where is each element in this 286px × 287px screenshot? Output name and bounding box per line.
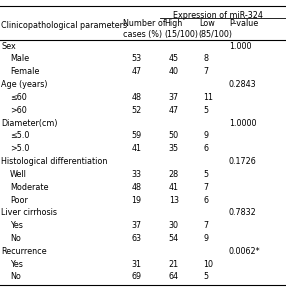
Text: 45: 45 (169, 55, 179, 63)
Text: Sex: Sex (1, 42, 16, 51)
Text: Well: Well (10, 170, 27, 179)
Text: 50: 50 (169, 131, 179, 140)
Text: 21: 21 (169, 260, 179, 269)
Text: 37: 37 (132, 221, 142, 230)
Text: 48: 48 (132, 183, 142, 192)
Text: Low
(85/100): Low (85/100) (199, 19, 233, 39)
Text: 64: 64 (169, 272, 179, 282)
Text: Clinicopathological parameters: Clinicopathological parameters (1, 21, 128, 30)
Text: Liver cirrhosis: Liver cirrhosis (1, 208, 57, 217)
Text: 40: 40 (169, 67, 179, 76)
Text: 41: 41 (132, 144, 142, 153)
Text: 9: 9 (203, 234, 208, 243)
Text: 54: 54 (169, 234, 179, 243)
Text: 31: 31 (132, 260, 142, 269)
Text: Poor: Poor (10, 195, 28, 205)
Text: 0.7832: 0.7832 (229, 208, 257, 217)
Text: 0.0062*: 0.0062* (229, 247, 261, 256)
Text: Recurrence: Recurrence (1, 247, 47, 256)
Text: 47: 47 (132, 67, 142, 76)
Text: 47: 47 (169, 106, 179, 115)
Text: 63: 63 (132, 234, 142, 243)
Text: 41: 41 (169, 183, 179, 192)
Text: 33: 33 (132, 170, 142, 179)
Text: 13: 13 (169, 195, 179, 205)
Text: 59: 59 (132, 131, 142, 140)
Text: 37: 37 (169, 93, 179, 102)
Text: 19: 19 (132, 195, 142, 205)
Text: >5.0: >5.0 (10, 144, 29, 153)
Text: No: No (10, 272, 21, 282)
Text: 10: 10 (203, 260, 213, 269)
Text: P-value: P-value (229, 19, 258, 28)
Text: Yes: Yes (10, 260, 23, 269)
Text: 69: 69 (132, 272, 142, 282)
Text: Histological differentiation: Histological differentiation (1, 157, 108, 166)
Text: 5: 5 (203, 106, 208, 115)
Text: >60: >60 (10, 106, 27, 115)
Text: Number of
cases (%): Number of cases (%) (123, 19, 166, 39)
Text: Male: Male (10, 55, 29, 63)
Text: 1.000: 1.000 (229, 42, 251, 51)
Text: 8: 8 (203, 55, 208, 63)
Text: 5: 5 (203, 272, 208, 282)
Text: 11: 11 (203, 93, 213, 102)
Text: 6: 6 (203, 195, 208, 205)
Text: 7: 7 (203, 183, 208, 192)
Text: 5: 5 (203, 170, 208, 179)
Text: No: No (10, 234, 21, 243)
Text: 0.2843: 0.2843 (229, 80, 257, 89)
Text: 48: 48 (132, 93, 142, 102)
Text: 1.0000: 1.0000 (229, 119, 256, 127)
Text: 9: 9 (203, 131, 208, 140)
Text: 52: 52 (132, 106, 142, 115)
Text: Yes: Yes (10, 221, 23, 230)
Text: 6: 6 (203, 144, 208, 153)
Text: 7: 7 (203, 221, 208, 230)
Text: 28: 28 (169, 170, 179, 179)
Text: 53: 53 (132, 55, 142, 63)
Text: Moderate: Moderate (10, 183, 49, 192)
Text: Female: Female (10, 67, 39, 76)
Text: 0.1726: 0.1726 (229, 157, 257, 166)
Text: Diameter(cm): Diameter(cm) (1, 119, 58, 127)
Text: Age (years): Age (years) (1, 80, 48, 89)
Text: Expression of miR-324: Expression of miR-324 (173, 11, 263, 20)
Text: 7: 7 (203, 67, 208, 76)
Text: ≤60: ≤60 (10, 93, 27, 102)
Text: 30: 30 (169, 221, 179, 230)
Text: ≤5.0: ≤5.0 (10, 131, 29, 140)
Text: High
(15/100): High (15/100) (164, 19, 198, 39)
Text: 35: 35 (169, 144, 179, 153)
